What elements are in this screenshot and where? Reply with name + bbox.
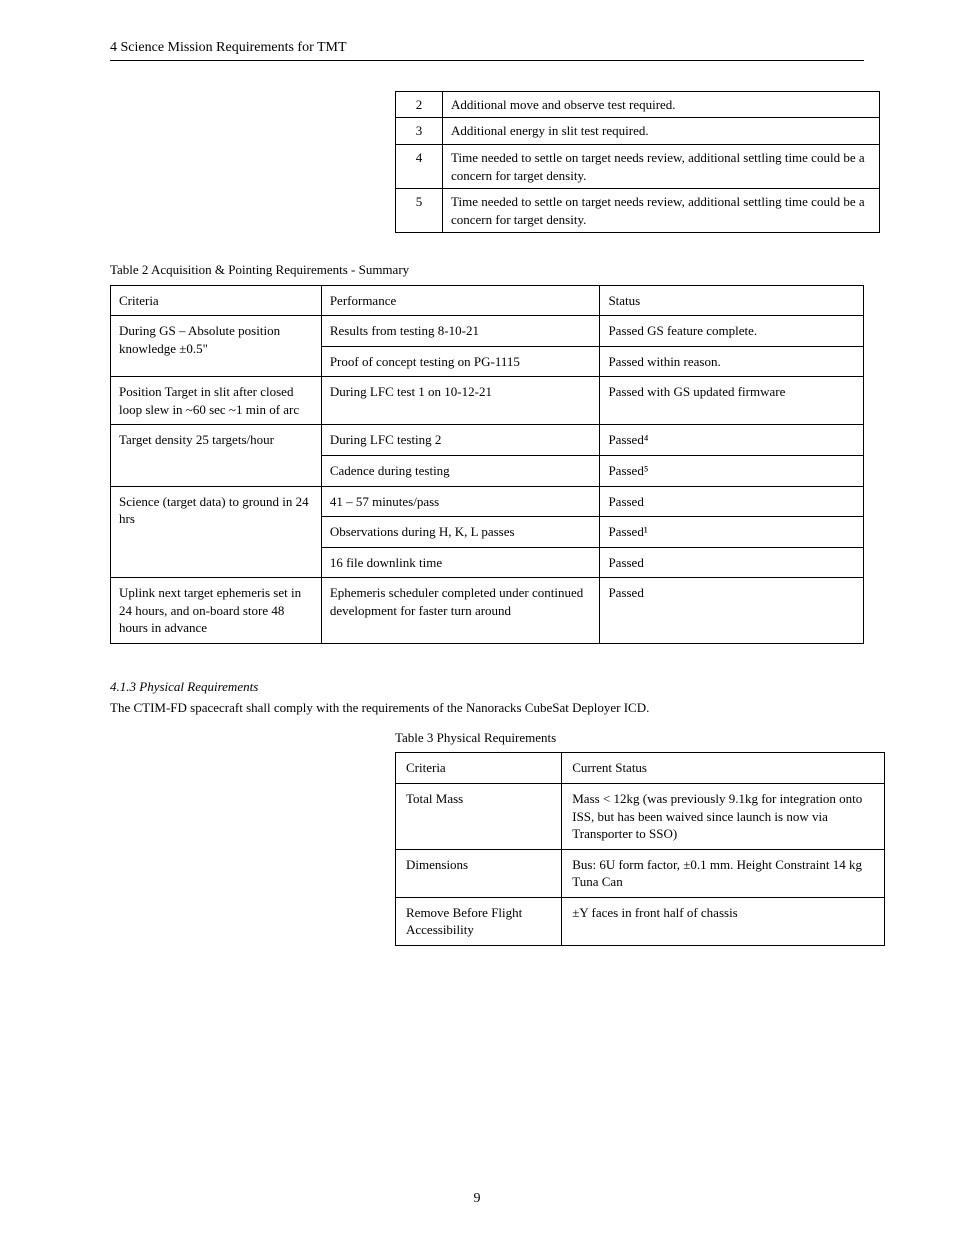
table-row: 3Additional energy in slit test required… (396, 118, 880, 145)
status-cell: Passed⁴ (600, 425, 864, 456)
table-row: DimensionsBus: 6U form factor, ±0.1 mm. … (396, 849, 885, 897)
table-row: Uplink next target ephemeris set in 24 h… (111, 578, 864, 644)
status-notes-table: 2Additional move and observe test requir… (395, 91, 880, 233)
header-rule (110, 60, 864, 61)
table-row: Remove Before Flight Accessibility±Y fac… (396, 897, 885, 945)
phys-req-body: The CTIM-FD spacecraft shall comply with… (110, 699, 864, 717)
phys-col-status: Current Status (562, 753, 885, 784)
table-row: Position Target in slit after closed loo… (111, 377, 864, 425)
status-note-text: Time needed to settle on target needs re… (443, 144, 880, 188)
status-note-text: Additional move and observe test require… (443, 91, 880, 118)
status-cell: Passed⁵ (600, 456, 864, 487)
phys-criteria-cell: Dimensions (396, 849, 562, 897)
phys-status-cell: Bus: 6U form factor, ±0.1 mm. Height Con… (562, 849, 885, 897)
phys-status-cell: ±Y faces in front half of chassis (562, 897, 885, 945)
phys-table-caption: Table 3 Physical Requirements (395, 729, 885, 747)
status-cell: Passed¹ (600, 517, 864, 548)
status-note-text: Time needed to settle on target needs re… (443, 189, 880, 233)
status-cell: Passed with GS updated firmware (600, 377, 864, 425)
table-head-row: Criteria Performance Status (111, 285, 864, 316)
criteria-cell: During GS – Absolute position knowledge … (111, 316, 322, 377)
table-head-row: Criteria Current Status (396, 753, 885, 784)
performance-cell: Ephemeris scheduler completed under cont… (321, 578, 600, 644)
status-cell: Passed (600, 578, 864, 644)
performance-cell: 16 file downlink time (321, 547, 600, 578)
phys-status-cell: Mass < 12kg (was previously 9.1kg for in… (562, 784, 885, 850)
table-row: Target density 25 targets/hourDuring LFC… (111, 425, 864, 456)
performance-cell: During LFC test 1 on 10-12-21 (321, 377, 600, 425)
status-note-number: 4 (396, 144, 443, 188)
col-criteria-header: Criteria (111, 285, 322, 316)
phys-req-table: Criteria Current Status Total MassMass <… (395, 752, 885, 945)
table2-caption: Table 2 Acquisition & Pointing Requireme… (110, 261, 864, 279)
page-number: 9 (0, 1190, 954, 1209)
status-cell: Passed (600, 547, 864, 578)
table-row: Science (target data) to ground in 24 hr… (111, 486, 864, 517)
col-performance-header: Performance (321, 285, 600, 316)
col-status-header: Status (600, 285, 864, 316)
phys-req-heading: 4.1.3 Physical Requirements (110, 678, 864, 696)
status-note-text: Additional energy in slit test required. (443, 118, 880, 145)
phys-col-criteria: Criteria (396, 753, 562, 784)
status-cell: Passed GS feature complete. (600, 316, 864, 347)
performance-cell: During LFC testing 2 (321, 425, 600, 456)
table-row: 2Additional move and observe test requir… (396, 91, 880, 118)
table-row: Total MassMass < 12kg (was previously 9.… (396, 784, 885, 850)
performance-cell: Cadence during testing (321, 456, 600, 487)
table-row: During GS – Absolute position knowledge … (111, 316, 864, 347)
criteria-cell: Science (target data) to ground in 24 hr… (111, 486, 322, 578)
criteria-cell: Target density 25 targets/hour (111, 425, 322, 486)
performance-cell: Results from testing 8-10-21 (321, 316, 600, 347)
criteria-cell: Uplink next target ephemeris set in 24 h… (111, 578, 322, 644)
status-cell: Passed (600, 486, 864, 517)
performance-cell: Proof of concept testing on PG-1115 (321, 346, 600, 377)
performance-cell: 41 – 57 minutes/pass (321, 486, 600, 517)
section-header: 4 Science Mission Requirements for TMT (110, 39, 864, 58)
status-cell: Passed within reason. (600, 346, 864, 377)
status-note-number: 5 (396, 189, 443, 233)
criteria-cell: Position Target in slit after closed loo… (111, 377, 322, 425)
table-row: 4Time needed to settle on target needs r… (396, 144, 880, 188)
table-row: 5Time needed to settle on target needs r… (396, 189, 880, 233)
status-note-number: 2 (396, 91, 443, 118)
performance-cell: Observations during H, K, L passes (321, 517, 600, 548)
summary-table: Criteria Performance Status During GS – … (110, 285, 864, 644)
phys-criteria-cell: Total Mass (396, 784, 562, 850)
phys-criteria-cell: Remove Before Flight Accessibility (396, 897, 562, 945)
status-note-number: 3 (396, 118, 443, 145)
